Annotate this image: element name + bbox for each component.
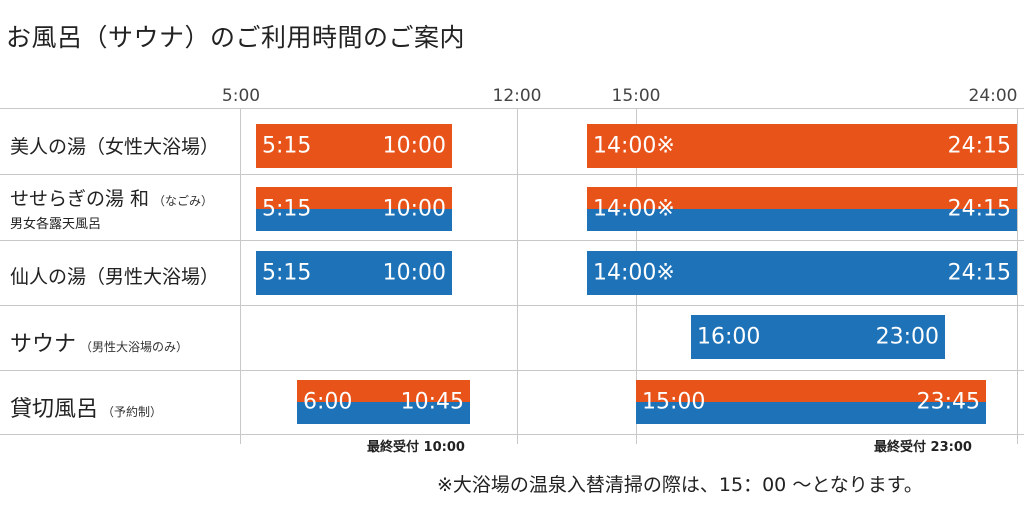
schedule-bar: 14:00※ 24:15 — [587, 251, 1017, 295]
last-reception-morning: 最終受付 10:00 — [367, 440, 465, 455]
schedule-bar: 5:15 10:00 — [256, 124, 452, 168]
row-label-main: せせらぎの湯 和 — [10, 188, 150, 210]
bar-end-time: 24:15 — [947, 196, 1011, 222]
row-divider — [0, 434, 1024, 435]
bar-end-time: 10:00 — [382, 196, 446, 222]
bar-start-time: 5:15 — [262, 260, 312, 286]
schedule-bar: 5:15 10:00 — [256, 251, 452, 295]
bar-start-time: 5:15 — [262, 133, 312, 159]
hour-label-24: 24:00 — [968, 86, 1018, 106]
row-label-kashikiri: 貸切風呂 （予約制） — [10, 391, 162, 423]
row-label-seseragi: せせらぎの湯 和（なごみ） 男女各露天風呂 — [10, 184, 213, 232]
row-divider — [0, 240, 1024, 241]
bar-start-time: 14:00※ — [593, 133, 675, 159]
row-label-bijin: 美人の湯（女性大浴場） — [10, 136, 220, 158]
row-divider — [0, 174, 1024, 175]
schedule-bar: 14:00※ 24:15 — [587, 187, 1017, 231]
bar-start-time: 16:00 — [697, 324, 761, 350]
schedule-bar: 15:00 23:45 — [636, 380, 986, 424]
row-label-reading: （なごみ） — [153, 194, 214, 208]
row-label-main: 貸切風呂 — [10, 397, 99, 422]
bar-end-time: 23:45 — [916, 389, 980, 415]
schedule-bar: 14:00※ 24:15 — [587, 124, 1017, 168]
row-label-sennin: 仙人の湯（男性大浴場） — [10, 266, 220, 288]
bar-end-time: 10:45 — [400, 389, 464, 415]
row-divider — [0, 108, 1024, 109]
row-label-sub: 男女各露天風呂 — [10, 217, 102, 232]
bar-start-time: 6:00 — [303, 389, 353, 415]
hour-label-15: 15:00 — [611, 86, 661, 106]
row-divider — [0, 305, 1024, 306]
bar-end-time: 10:00 — [382, 133, 446, 159]
row-divider — [0, 370, 1024, 371]
bar-end-time: 10:00 — [382, 260, 446, 286]
bar-end-time: 23:00 — [875, 324, 939, 350]
bar-start-time: 14:00※ — [593, 196, 675, 222]
schedule-bar: 16:00 23:00 — [691, 315, 945, 359]
row-label-note: （男性大浴場のみ） — [80, 340, 189, 354]
row-label-sauna: サウナ （男性大浴場のみ） — [10, 326, 188, 358]
row-label-main: サウナ — [10, 332, 77, 357]
bar-end-time: 24:15 — [947, 260, 1011, 286]
grid-line-24 — [1017, 108, 1018, 444]
row-label-note: （予約制） — [102, 405, 163, 419]
hour-label-12: 12:00 — [492, 86, 542, 106]
footnote: ※大浴場の温泉入替清掃の際は、15：00 〜となります。 — [437, 474, 923, 496]
last-reception-evening: 最終受付 23:00 — [874, 440, 972, 455]
grid-line-12 — [517, 108, 518, 444]
bar-start-time: 14:00※ — [593, 260, 675, 286]
page-title: お風呂（サウナ）のご利用時間のご案内 — [6, 23, 466, 52]
schedule-bar: 5:15 10:00 — [256, 187, 452, 231]
grid-line-5 — [240, 108, 241, 444]
bar-start-time: 15:00 — [642, 389, 706, 415]
schedule-bar: 6:00 10:45 — [297, 380, 470, 424]
bar-start-time: 5:15 — [262, 196, 312, 222]
bar-end-time: 24:15 — [947, 133, 1011, 159]
hour-label-5: 5:00 — [221, 86, 261, 106]
